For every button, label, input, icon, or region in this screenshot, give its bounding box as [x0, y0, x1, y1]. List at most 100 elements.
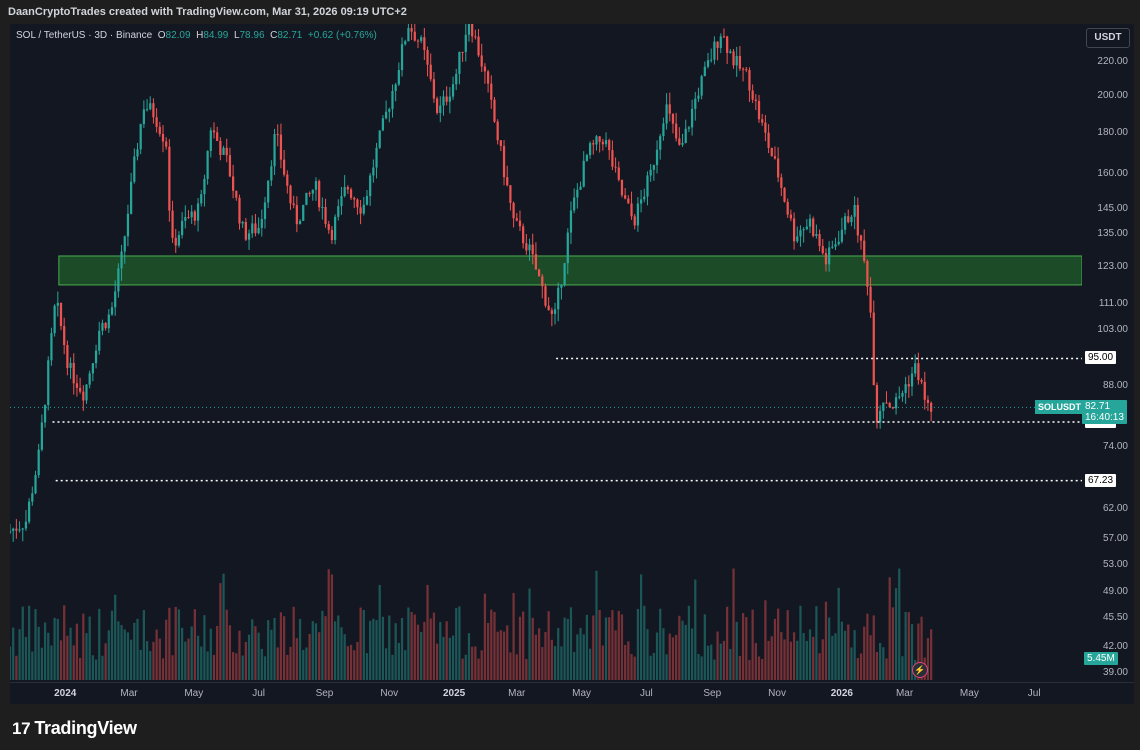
- volume-bar: [203, 615, 206, 680]
- price-chart[interactable]: SOL / TetherUS · 3D · Binance O82.09 H84…: [10, 24, 1082, 682]
- candle-body: [464, 34, 467, 52]
- volume-bar: [569, 607, 573, 680]
- y-tick-label: 200.00: [1097, 89, 1128, 101]
- candle-body: [894, 397, 898, 409]
- candle-body: [786, 201, 789, 215]
- candle-body: [241, 221, 244, 224]
- candle-body: [184, 217, 187, 221]
- volume-bar: [624, 645, 627, 680]
- tradingview-logo-icon: 17: [12, 719, 31, 738]
- candle-body: [544, 286, 547, 306]
- volume-bar: [550, 639, 553, 680]
- candle-body: [879, 410, 882, 423]
- x-tick-label: Jul: [252, 688, 266, 699]
- volume-bar: [703, 614, 706, 680]
- candle-body: [850, 216, 853, 223]
- y-tick-label: 220.00: [1097, 56, 1128, 67]
- volume-bar: [891, 607, 895, 680]
- candle-body: [174, 237, 177, 246]
- candle-body: [917, 363, 920, 381]
- volume-bar: [726, 606, 729, 680]
- candle-body: [117, 268, 120, 292]
- level-price-tag: 67.23: [1085, 473, 1117, 487]
- candle-body: [761, 119, 764, 123]
- volume-bar: [675, 634, 678, 680]
- time-axis[interactable]: 2024 Mar May Jul Sep Nov 2025 Mar May Jul Sep Nov 20…: [10, 682, 1134, 705]
- volume-bar: [754, 643, 757, 680]
- candle-body: [624, 195, 627, 199]
- volume-bar: [110, 610, 114, 680]
- candle-body: [668, 104, 671, 114]
- volume-bar: [420, 631, 423, 680]
- candle-body: [681, 142, 684, 145]
- volume-tag: 5.45M: [1084, 652, 1118, 665]
- volume-bar: [700, 656, 703, 680]
- volume-bar: [241, 655, 244, 680]
- candle-body: [394, 84, 397, 92]
- candle-body: [461, 51, 464, 53]
- candle-body: [563, 263, 566, 285]
- volume-bar: [531, 617, 534, 680]
- currency-button[interactable]: USDT: [1086, 28, 1130, 48]
- volume-bar: [856, 658, 859, 680]
- chart-canvas[interactable]: [10, 24, 1082, 682]
- volume-bar: [528, 588, 531, 680]
- candle-body: [222, 147, 225, 155]
- volume-bar: [302, 649, 305, 680]
- candle-body: [136, 149, 139, 157]
- candle-body: [369, 175, 372, 196]
- volume-bar: [821, 639, 824, 680]
- tradingview-logo[interactable]: 17 TradingView: [12, 718, 137, 739]
- volume-bar: [244, 641, 247, 680]
- candle-body: [107, 314, 110, 329]
- volume-bar: [343, 634, 346, 680]
- candle-body: [627, 198, 630, 204]
- y-tick-label: 88.00: [1102, 379, 1128, 391]
- candle-body: [713, 41, 716, 60]
- volume-bar: [904, 611, 907, 680]
- candle-body: [598, 136, 601, 142]
- candle-body: [10, 530, 12, 533]
- candle-body: [286, 174, 289, 186]
- candle-body: [333, 216, 337, 241]
- candle-body: [706, 60, 710, 67]
- candle-body: [745, 69, 748, 71]
- volume-bar: [477, 658, 480, 680]
- volume-bar: [796, 640, 799, 680]
- candle-body: [901, 392, 904, 397]
- candle-body: [79, 387, 82, 392]
- volume-bar: [372, 618, 375, 680]
- volume-bar: [333, 621, 337, 680]
- volume-bar: [496, 631, 499, 680]
- candle-body: [821, 246, 824, 254]
- volume-bar: [34, 609, 37, 680]
- candle-body: [792, 218, 796, 242]
- bolt-icon[interactable]: ⚡: [912, 662, 928, 678]
- y-tick-label: 62.00: [1102, 503, 1128, 515]
- candle-body: [904, 384, 907, 393]
- candle-body: [388, 109, 391, 112]
- volume-bar: [614, 630, 617, 680]
- x-tick-label: May: [184, 688, 204, 699]
- symbol-label: SOL / TetherUS · 3D · Binance: [16, 30, 153, 41]
- candle-body: [381, 118, 385, 131]
- volume-bar: [448, 637, 451, 680]
- price-axis[interactable]: 220.00 200.00 180.00 160.00 145.00 135.00 123.…: [1082, 24, 1134, 682]
- candle-body: [318, 181, 321, 208]
- candle-body: [276, 134, 279, 136]
- volume-bar: [126, 632, 130, 680]
- volume-bar: [499, 630, 502, 680]
- footer: 17 TradingView: [0, 704, 1140, 750]
- volume-bar: [130, 639, 133, 680]
- volume-bar: [356, 641, 359, 680]
- volume-bar: [926, 638, 930, 680]
- candle-body: [82, 391, 85, 401]
- volume-bar: [177, 609, 181, 680]
- candle-body: [843, 216, 847, 230]
- volume-bar: [697, 653, 700, 680]
- volume-bar: [655, 632, 659, 680]
- candle-body: [372, 167, 375, 176]
- volume-bar: [324, 616, 327, 680]
- volume-bar: [365, 653, 369, 680]
- candle-body: [735, 56, 738, 66]
